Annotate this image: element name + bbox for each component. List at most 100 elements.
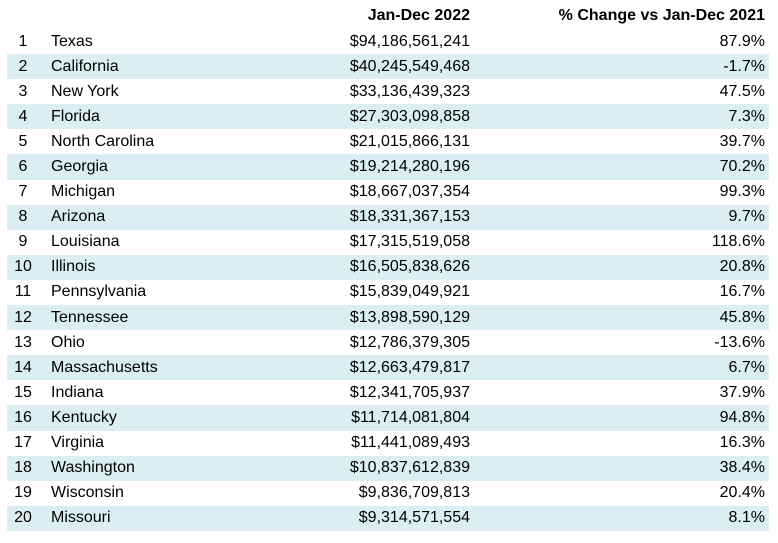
table-row: 20 Missouri $9,314,571,554 8.1%: [7, 505, 769, 531]
table-row: 11 Pennsylvania $15,839,049,921 16.7%: [7, 280, 769, 305]
percent-change-cell: 39.7%: [719, 132, 765, 150]
value-cell: $11,714,081,804: [281, 405, 474, 431]
state-name-cell: Tennessee: [47, 305, 281, 331]
percent-change-cell: 38.4%: [474, 455, 769, 481]
percent-change-cell: -1.7%: [474, 54, 769, 80]
rank-cell: 14: [7, 355, 47, 381]
value-cell: $9,836,709,813: [358, 484, 470, 502]
table-header: Jan-Dec 2022 % Change vs Jan-Dec 2021: [7, 2, 769, 29]
table-row: 6 Georgia $19,214,280,196 70.2%: [7, 154, 769, 180]
rank-cell: 12: [7, 305, 47, 331]
percent-change-cell: 47.5%: [719, 82, 765, 100]
state-name-cell: Florida: [47, 104, 281, 130]
value-cell: $16,505,838,626: [281, 254, 474, 280]
state-name-cell: Kentucky: [47, 405, 281, 431]
rank-cell: 16: [7, 405, 47, 431]
state-name-cell: Georgia: [47, 154, 281, 180]
state-name-cell: Pennsylvania: [51, 283, 147, 301]
percent-change-cell: 118.6%: [711, 233, 765, 251]
value-cell: $18,667,037,354: [349, 183, 470, 201]
percent-change-cell: 70.2%: [474, 154, 769, 180]
rank-cell: 17: [14, 434, 32, 452]
value-cell: $94,186,561,241: [349, 32, 470, 50]
percent-change-cell: -13.6%: [714, 333, 765, 351]
state-ranking-table: Jan-Dec 2022 % Change vs Jan-Dec 2021 1 T…: [7, 2, 769, 531]
percent-change-cell: 7.3%: [474, 104, 769, 130]
state-name-cell: North Carolina: [51, 132, 155, 150]
value-cell: $33,136,439,323: [349, 82, 470, 100]
value-cell: $18,331,367,153: [281, 204, 474, 230]
state-name-cell: Massachusetts: [47, 355, 281, 381]
rank-cell: 15: [14, 383, 32, 401]
rank-cell: 7: [18, 183, 28, 201]
percent-change-cell: 6.7%: [474, 355, 769, 381]
table-row: 10 Illinois $16,505,838,626 20.8%: [7, 254, 769, 280]
table-row: 7 Michigan $18,667,037,354 99.3%: [7, 180, 769, 205]
table-row: 2 California $40,245,549,468 -1.7%: [7, 54, 769, 80]
rank-cell: 11: [14, 283, 32, 301]
percent-change-cell: 94.8%: [474, 405, 769, 431]
table-row: 15 Indiana $12,341,705,937 37.9%: [7, 380, 769, 405]
state-name-cell: Washington: [47, 455, 281, 481]
percent-change-cell: 20.4%: [719, 484, 765, 502]
table-row: 17 Virginia $11,441,089,493 16.3%: [7, 431, 769, 456]
table-row: 9 Louisiana $17,315,519,058 118.6%: [7, 230, 769, 255]
state-name-cell: Louisiana: [51, 233, 120, 251]
state-name-cell: Indiana: [51, 383, 104, 401]
header-rank: [7, 2, 47, 29]
table-row: 3 New York $33,136,439,323 47.5%: [7, 79, 769, 104]
state-name-cell: Arizona: [47, 204, 281, 230]
table-row: 14 Massachusetts $12,663,479,817 6.7%: [7, 355, 769, 381]
table-row: 8 Arizona $18,331,367,153 9.7%: [7, 204, 769, 230]
value-cell: $12,786,379,305: [349, 333, 470, 351]
table-body: 1 Texas $94,186,561,241 87.9% 2 California $40…: [7, 29, 769, 531]
percent-change-cell: 8.1%: [474, 505, 769, 531]
value-cell: $12,663,479,817: [281, 355, 474, 381]
value-cell: $9,314,571,554: [281, 505, 474, 531]
table-row: 13 Ohio $12,786,379,305 -13.6%: [7, 330, 769, 355]
percent-change-cell: 9.7%: [474, 204, 769, 230]
percent-change-cell: 99.3%: [719, 183, 765, 201]
percent-change-cell: 20.8%: [474, 254, 769, 280]
table-row: 5 North Carolina $21,015,866,131 39.7%: [7, 129, 769, 154]
state-name-cell: Virginia: [51, 434, 105, 452]
state-name-cell: California: [47, 54, 281, 80]
header-state: [47, 2, 281, 29]
rank-cell: 13: [14, 333, 32, 351]
value-cell: $15,839,049,921: [349, 283, 470, 301]
state-name-cell: Texas: [51, 32, 93, 50]
value-cell: $40,245,549,468: [281, 54, 474, 80]
rank-cell: 6: [7, 154, 47, 180]
value-cell: $21,015,866,131: [349, 132, 470, 150]
rank-cell: 3: [18, 82, 28, 100]
value-cell: $17,315,519,058: [349, 233, 470, 251]
value-cell: $27,303,098,858: [281, 104, 474, 130]
rank-cell: 20: [7, 505, 47, 531]
value-cell: $12,341,705,937: [349, 383, 470, 401]
rank-cell: 19: [14, 484, 32, 502]
rank-cell: 18: [7, 455, 47, 481]
rank-cell: 9: [18, 233, 28, 251]
rank-cell: 1: [18, 32, 28, 50]
percent-change-cell: 45.8%: [474, 305, 769, 331]
percent-change-cell: 87.9%: [719, 32, 765, 50]
percent-change-cell: 37.9%: [719, 383, 765, 401]
percent-change-cell: 16.7%: [719, 283, 765, 301]
value-cell: $10,837,612,839: [281, 455, 474, 481]
state-name-cell: Michigan: [51, 183, 116, 201]
header-row: Jan-Dec 2022 % Change vs Jan-Dec 2021: [7, 2, 769, 29]
state-name-cell: Wisconsin: [51, 484, 124, 502]
table-row: 1 Texas $94,186,561,241 87.9%: [7, 29, 769, 54]
header-jan-dec-2022: Jan-Dec 2022: [367, 6, 470, 24]
table-row: 19 Wisconsin $9,836,709,813 20.4%: [7, 481, 769, 506]
state-name-cell: Illinois: [47, 254, 281, 280]
header-percent-change: % Change vs Jan-Dec 2021: [558, 6, 765, 24]
table-row: 4 Florida $27,303,098,858 7.3%: [7, 104, 769, 130]
rank-cell: 8: [7, 204, 47, 230]
table-row: 16 Kentucky $11,714,081,804 94.8%: [7, 405, 769, 431]
value-cell: $13,898,590,129: [281, 305, 474, 331]
percent-change-cell: 16.3%: [719, 434, 765, 452]
rank-cell: 10: [7, 254, 47, 280]
rank-cell: 2: [7, 54, 47, 80]
value-cell: $19,214,280,196: [281, 154, 474, 180]
